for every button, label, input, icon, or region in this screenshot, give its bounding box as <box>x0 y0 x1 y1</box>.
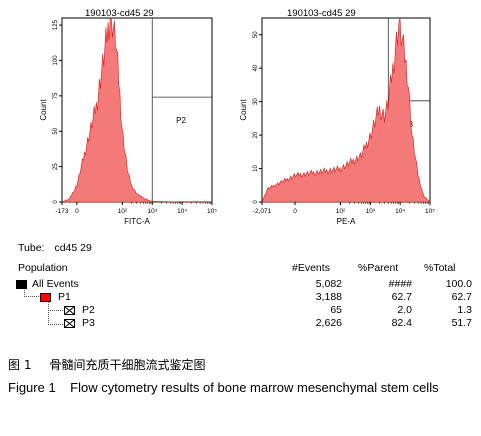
row-total: 100.0 <box>445 278 472 290</box>
y-tick-label: 10 <box>253 165 259 172</box>
y-tick-label: 40 <box>253 64 259 71</box>
x-tick-label: 10² <box>118 208 128 215</box>
swatch-p1 <box>40 293 51 302</box>
row-parent: #### <box>388 278 412 290</box>
fitc-plot-title: 190103-cd45 29 <box>85 8 154 19</box>
gate-label: P2 <box>176 116 186 125</box>
x-tick-label: 0 <box>293 208 297 215</box>
y-tick-label: 0 <box>53 200 59 204</box>
x-axis-label: PE-A <box>337 217 356 226</box>
y-tick-label: 50 <box>53 127 59 134</box>
swatch-all-events <box>16 280 27 289</box>
figure-number-cn: 图 1 <box>8 358 32 372</box>
x-tick-label: 10⁴ <box>177 208 187 215</box>
row-events: 3,188 <box>315 291 342 303</box>
x-tick-label: 0 <box>75 208 79 215</box>
table-row: P2 65 2.0 1.3 <box>14 304 474 318</box>
fitc-histogram-svg: P2 0 25 50 75 100 125 -173 0 10² 10³ 10⁴ 10⁵ FITC-A Co… <box>39 17 217 226</box>
tree-connector-p2 <box>48 300 63 311</box>
fitc-histogram: 190103-cd45 29 P2 0 25 50 75 100 125 -173 0 10² 10… <box>39 4 220 234</box>
row-total: 51.7 <box>451 317 472 329</box>
row-events: 65 <box>330 304 342 316</box>
y-tick-label: 125 <box>53 19 59 30</box>
tube-line: Tube: cd45 29 <box>18 242 92 254</box>
tree-connector-p3 <box>48 310 63 325</box>
figure-caption-en: Figure 1 Flow cytometry results of bone … <box>8 380 439 395</box>
col-total: %Total <box>424 262 456 274</box>
pe-histogram-svg: P301020304050-2,071010²10³10⁴10⁵PE-ACoun… <box>239 17 435 226</box>
x-tick-label: 10⁵ <box>425 208 435 215</box>
swatch-p3-icon <box>64 319 75 328</box>
figure-title-cn: 骨髓间充质干细胞流式鉴定图 <box>49 358 206 372</box>
swatch-p2-icon <box>64 306 75 315</box>
tree-connector-p1 <box>24 286 39 297</box>
row-name: P1 <box>58 291 71 303</box>
row-events: 2,626 <box>315 317 342 329</box>
row-total: 62.7 <box>451 291 472 303</box>
x-tick-label: -2,071 <box>253 208 272 215</box>
row-name: All Events <box>32 278 79 290</box>
x-tick-label: 10³ <box>148 208 158 215</box>
x-axis-label: FITC-A <box>124 217 150 226</box>
table-row: P3 2,626 82.4 51.7 <box>14 317 474 331</box>
table-row: All Events 5,082 #### 100.0 <box>14 278 474 292</box>
col-events: #Events <box>292 262 330 274</box>
x-tick-label: 10³ <box>366 208 376 215</box>
table-row: P1 3,188 62.7 62.7 <box>14 291 474 305</box>
col-parent: %Parent <box>358 262 399 274</box>
y-tick-label: 0 <box>253 200 259 204</box>
pe-plot-title: 190103-cd45 29 <box>287 8 356 19</box>
y-tick-label: 100 <box>53 55 59 66</box>
figure-caption-cn: 图 1 骨髓间充质干细胞流式鉴定图 <box>8 356 205 373</box>
tube-value: cd45 29 <box>54 242 92 254</box>
x-tick-label: 10² <box>336 208 346 215</box>
x-tick-label: 10⁵ <box>207 208 217 215</box>
row-parent: 62.7 <box>391 291 412 303</box>
histogram-series <box>61 17 212 203</box>
y-tick-label: 20 <box>253 131 259 138</box>
tube-label: Tube: <box>18 242 45 254</box>
row-name: P2 <box>82 304 95 316</box>
histogram-series <box>261 17 431 203</box>
x-tick-label: 10⁴ <box>395 208 405 215</box>
x-tick-label: -173 <box>55 208 68 215</box>
y-axis-label: Count <box>40 99 48 121</box>
pe-histogram: 190103-cd45 29 P301020304050-2,071010²10… <box>239 4 440 234</box>
row-events: 5,082 <box>315 278 342 290</box>
y-tick-label: 75 <box>53 92 59 99</box>
row-parent: 82.4 <box>391 317 412 329</box>
y-tick-label: 50 <box>253 31 259 38</box>
row-name: P3 <box>82 317 95 329</box>
y-tick-label: 25 <box>53 163 59 170</box>
col-population: Population <box>18 262 68 274</box>
y-axis-label: Count <box>240 99 248 121</box>
row-total: 1.3 <box>457 304 472 316</box>
row-parent: 2.0 <box>397 304 412 316</box>
y-tick-label: 30 <box>253 98 259 105</box>
